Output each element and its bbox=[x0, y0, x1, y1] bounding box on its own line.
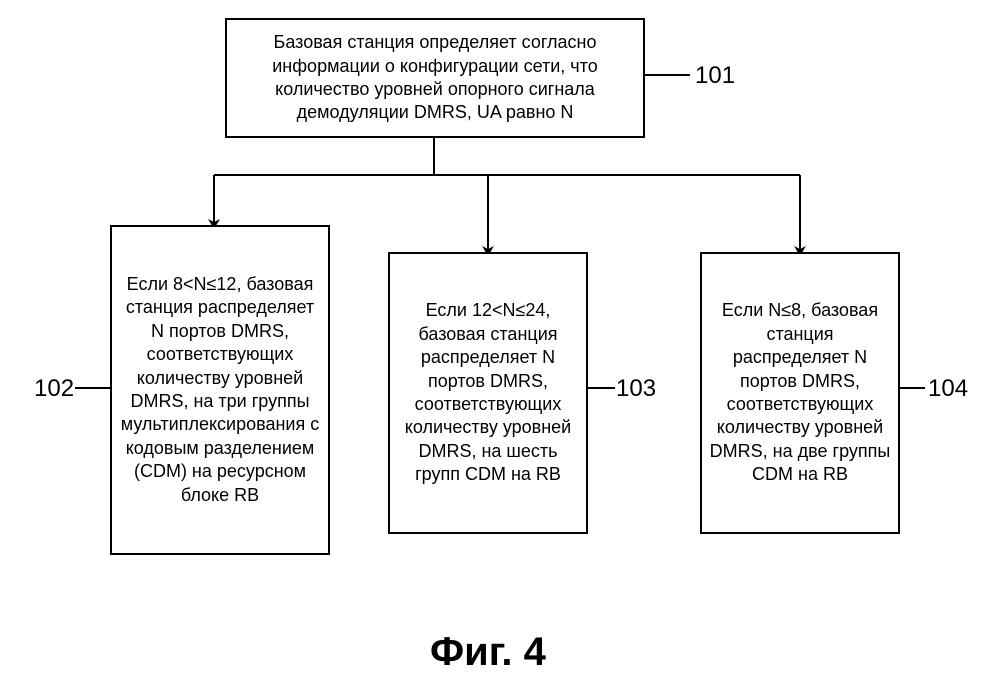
node-n101: Базовая станция определяет согласно инфо… bbox=[225, 18, 645, 138]
label-n102: 102 bbox=[34, 375, 74, 403]
node-n104: Если N≤8, базовая станция распределяет N… bbox=[700, 252, 900, 534]
flowchart-canvas: Базовая станция определяет согласно инфо… bbox=[0, 0, 999, 698]
label-n104: 104 bbox=[928, 375, 968, 403]
label-n103: 103 bbox=[616, 375, 656, 403]
label-n101: 101 bbox=[695, 62, 735, 90]
figure-caption: Фиг. 4 bbox=[430, 630, 546, 675]
node-n103: Если 12<N≤24, базовая станция распределя… bbox=[388, 252, 588, 534]
node-n102: Если 8<N≤12, базовая станция распределяе… bbox=[110, 225, 330, 555]
